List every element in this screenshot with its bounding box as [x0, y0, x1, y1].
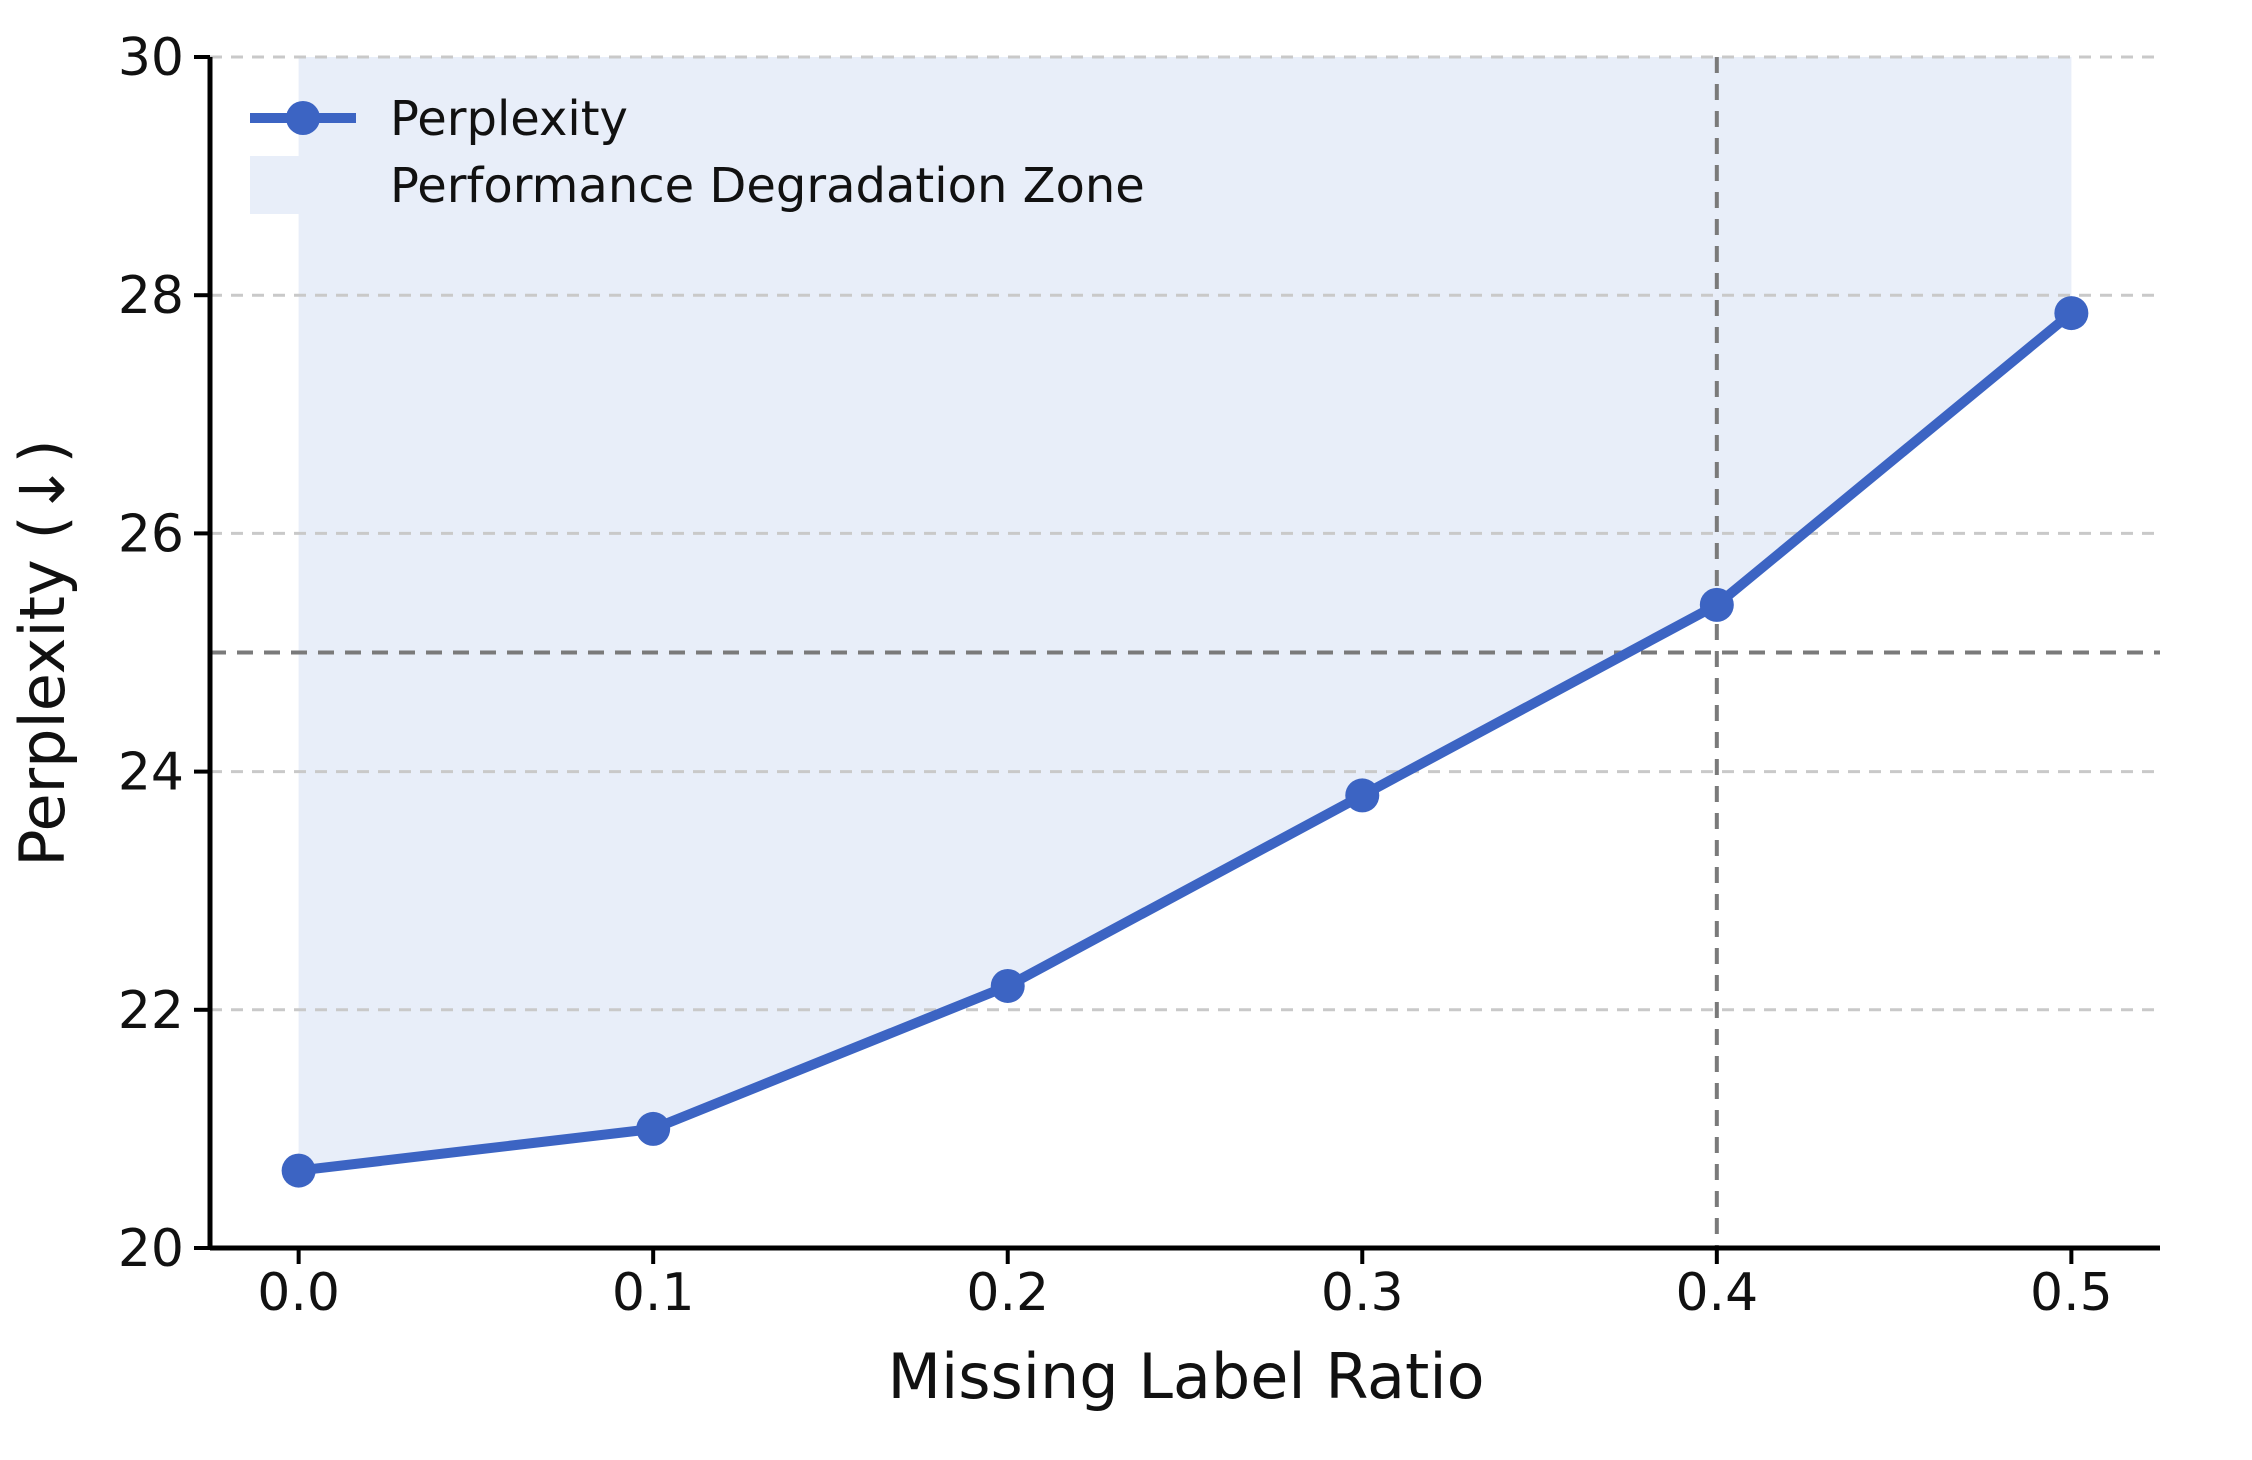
axes-layer: [194, 55, 2160, 1264]
legend-patch-swatch: [250, 156, 356, 214]
legend-label-perplexity: Perplexity: [390, 91, 628, 147]
y-axis-title: Perplexity (↓): [6, 439, 79, 866]
x-tick-label: 0.3: [1321, 1263, 1404, 1323]
legend-marker-icon: [286, 101, 320, 135]
legend: Perplexity Performance Degradation Zone: [250, 91, 1145, 214]
perplexity-line: [298, 309, 2075, 1176]
data-point: [1345, 778, 1380, 813]
data-point: [281, 1153, 316, 1188]
legend-entry-degradation-zone: Performance Degradation Zone: [250, 156, 1145, 214]
data-point: [636, 1111, 671, 1146]
y-tick-label: 22: [118, 981, 184, 1041]
x-tick-label: 0.2: [966, 1263, 1049, 1323]
data-point: [2054, 296, 2089, 331]
x-axis-title: Missing Label Ratio: [887, 1340, 1484, 1413]
y-tick-label: 30: [118, 28, 184, 88]
data-point: [990, 968, 1025, 1003]
x-tick-label: 0.5: [2030, 1263, 2113, 1323]
gridline-layer: [210, 55, 2160, 1012]
x-tick-label: 0.4: [1675, 1263, 1758, 1323]
x-tick-label: 0.0: [257, 1263, 340, 1323]
y-tick-label: 20: [118, 1219, 184, 1279]
reference-line-layer: [210, 57, 2160, 1248]
legend-entry-perplexity: Perplexity: [250, 91, 628, 147]
degradation-zone-layer: [298, 57, 2072, 1171]
degradation-zone-area: [298, 57, 2072, 1171]
y-tick-label: 24: [118, 743, 184, 803]
y-tick-label: 28: [118, 266, 184, 326]
series-layer: [281, 296, 2089, 1188]
y-tick-label: 26: [118, 504, 184, 564]
data-point: [1699, 587, 1734, 622]
x-tick-label: 0.1: [612, 1263, 695, 1323]
legend-label-degradation-zone: Performance Degradation Zone: [390, 158, 1145, 214]
tick-label-layer: 20 22 24 26 28 30 0.0 0.1 0.2 0.3 0.4 0.5: [118, 28, 2113, 1323]
